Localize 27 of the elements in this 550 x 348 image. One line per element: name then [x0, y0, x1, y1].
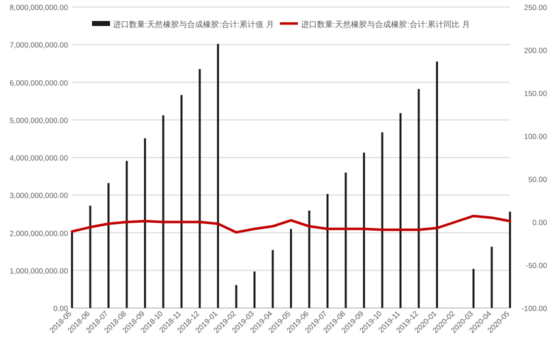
bar [89, 206, 92, 308]
bar [436, 62, 438, 308]
bar [344, 172, 347, 308]
bar [363, 152, 365, 308]
legend-label: 进口数量:天然橡胶与合成橡胶:合计:累计值 月 [113, 20, 274, 29]
bar [326, 194, 328, 308]
bar [400, 113, 402, 308]
bar [235, 285, 238, 308]
bar [144, 138, 146, 308]
bar [509, 212, 511, 308]
bar [418, 89, 420, 308]
bar [472, 268, 474, 308]
bar [71, 232, 73, 308]
bar [180, 95, 182, 308]
line-series [70, 214, 512, 234]
bar [217, 44, 219, 308]
legend-label: 进口数量:天然橡胶与合成橡胶:合计:累计同比 月 [300, 20, 470, 29]
bar [126, 160, 128, 308]
bar [308, 210, 310, 308]
bar [162, 115, 164, 308]
bar [108, 183, 110, 308]
bar [198, 69, 201, 308]
bar [272, 250, 274, 308]
bar [381, 132, 384, 308]
bar [254, 272, 256, 308]
bar [290, 228, 292, 308]
bar [490, 246, 493, 308]
